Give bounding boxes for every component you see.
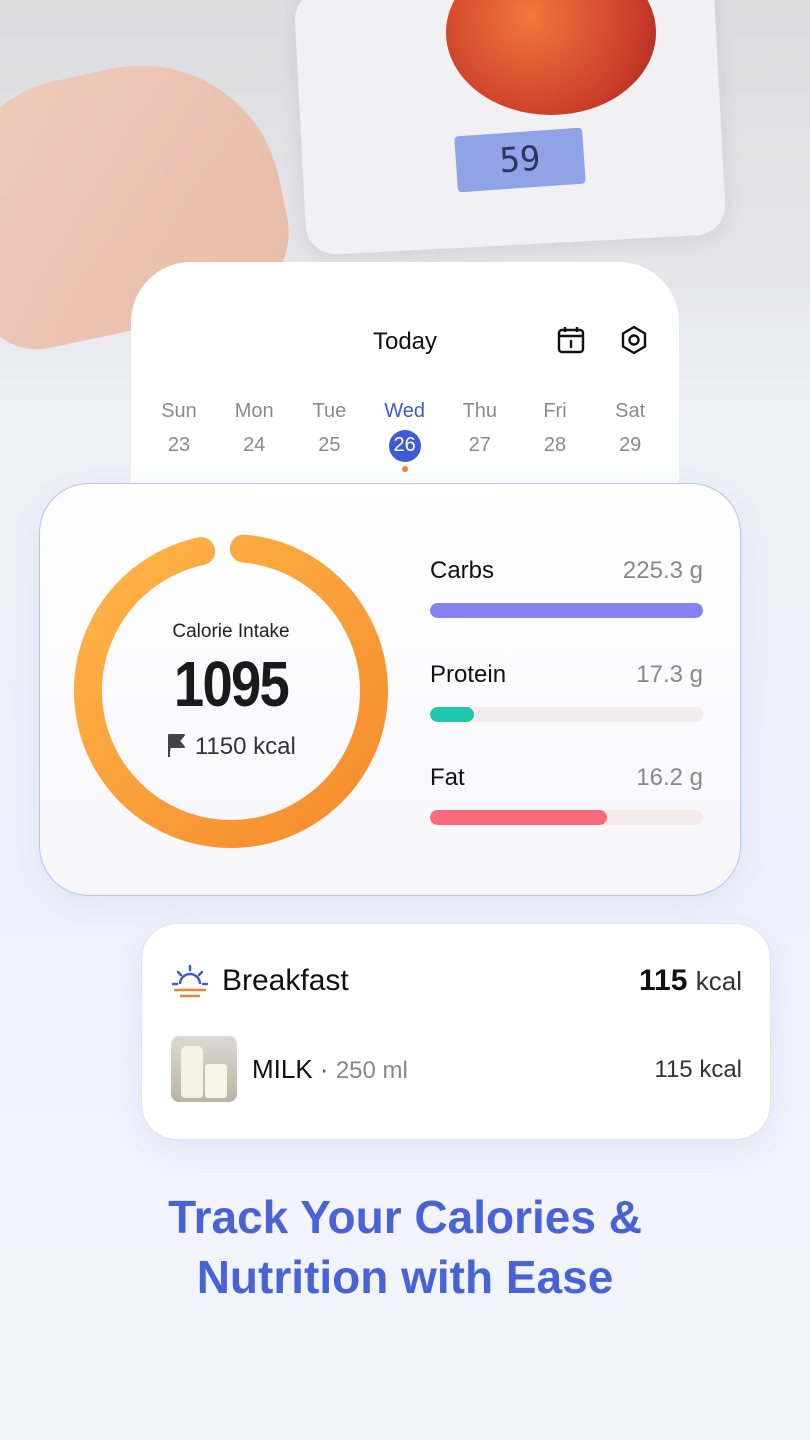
selected-day-circle [388,430,421,462]
food-name: MILK [252,1054,313,1084]
sunrise-icon [172,964,208,998]
macro-track [430,603,703,618]
day-date[interactable]: 26 [393,434,416,456]
macro-name: Carbs [430,557,495,584]
macro-amount: 17.3 g [636,660,703,688]
settings-icon[interactable] [619,325,649,355]
headline-line: Nutrition with Ease [196,1251,614,1303]
meal-name: Breakfast [222,964,349,997]
day-name: Thu [462,400,498,422]
calendar-icon[interactable] [556,325,586,355]
macro-name: Fat [430,764,465,791]
day-name: Fri [543,400,567,422]
nutrition-card: Calorie Intake 1095 1150 kcal [39,483,741,896]
day-date[interactable]: 27 [468,434,491,456]
macro-bar [430,603,703,618]
day-date[interactable]: 28 [543,434,567,456]
goal-unit: kcal [253,733,296,760]
meal-card[interactable]: Breakfast 115 kcal MILK · 250 ml 115 kca… [141,923,771,1140]
day-name: Sun [161,400,197,422]
day-name: Tue [312,400,347,422]
goal-value: 1150 [194,733,247,760]
day-date[interactable]: 25 [318,434,341,456]
today-dot [401,466,408,472]
day-date[interactable]: 23 [167,434,191,456]
meal-total-unit: kcal [695,966,742,996]
meal-total: 115 kcal [639,964,742,998]
calendar-card: Today Sun 23 Mon 24 Tue 25 Wed 26 Thu 27 Fri 28 Sat 2… [131,262,679,512]
macro-bar [430,810,608,825]
flag-icon [168,734,186,757]
headline-line: Track Your Calories & [168,1191,642,1243]
calorie-ring [74,534,388,848]
day-name: Mon [234,400,274,422]
calorie-label: Calorie Intake [172,621,290,642]
day-name: Wed [384,400,425,422]
day-date[interactable]: 24 [243,434,266,456]
calorie-progress [74,534,388,848]
food-row: MILK · 250 ml [252,1054,408,1084]
macro-amount: 16.2 g [636,764,703,791]
calorie-goal: 1150 kcal [131,732,331,761]
macro-track [430,810,703,825]
macro-track [430,706,703,722]
calorie-intake: 1095 [173,648,290,720]
meal-total-value: 115 [639,964,688,997]
scale-display: 59 [454,127,586,193]
food-calories: 115 kcal [654,1056,742,1083]
macro-bar [430,706,474,722]
calendar-title: Today [372,328,438,355]
macro-name: Protein [430,660,507,688]
day-date[interactable]: 29 [619,434,642,456]
food-portion: 250 ml [335,1057,408,1084]
food-image [171,1036,237,1102]
macro-amount: 225.3 g [622,557,703,584]
day-name: Sat [615,400,646,422]
